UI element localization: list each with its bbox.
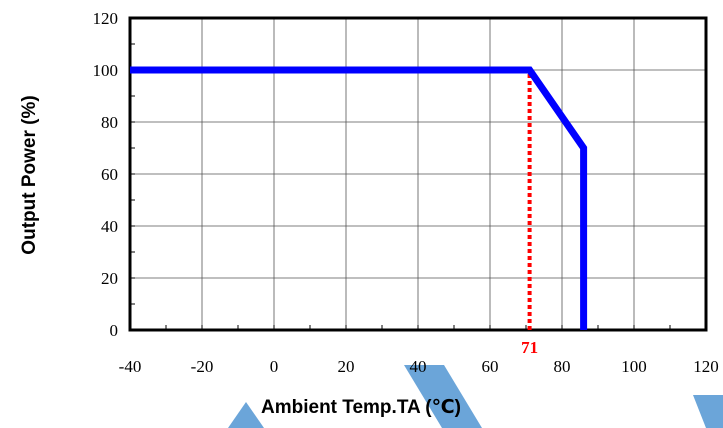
- y-tick-labels: 0 20 40 60 80 100 120: [93, 9, 119, 340]
- x-tick-label: 20: [338, 357, 355, 376]
- x-tick-label: 120: [693, 357, 719, 376]
- y-tick-label: 0: [110, 321, 119, 340]
- y-tick-label: 80: [101, 113, 118, 132]
- y-tick-label: 40: [101, 217, 118, 236]
- series-line-output-power: [130, 66, 588, 330]
- x-tick-label: 0: [270, 357, 279, 376]
- x-tick-label: 80: [554, 357, 571, 376]
- y-axis-title: Output Power (%): [19, 95, 40, 254]
- decoration-triangle-left: [228, 402, 264, 428]
- threshold-marker-label: 71: [521, 338, 538, 357]
- grid-lines: [130, 18, 706, 330]
- y-tick-label: 100: [93, 61, 119, 80]
- x-tick-labels: -40 -20 0 20 40 60 80 100 120: [119, 357, 719, 376]
- background-decoration: [228, 365, 723, 428]
- x-tick-label: -20: [191, 357, 214, 376]
- y-tick-label: 20: [101, 269, 118, 288]
- plot-frame: [128, 16, 708, 332]
- decoration-slash-right: [693, 395, 723, 428]
- x-tick-label: 60: [482, 357, 499, 376]
- x-axis-title: Ambient Temp.TA (℃): [261, 397, 461, 418]
- x-tick-label: -40: [119, 357, 142, 376]
- y-tick-label: 60: [101, 165, 118, 184]
- y-tick-label: 120: [93, 9, 119, 28]
- decoration-slash-middle: [404, 365, 482, 428]
- x-tick-label: 100: [621, 357, 647, 376]
- x-tick-label: 40: [410, 357, 427, 376]
